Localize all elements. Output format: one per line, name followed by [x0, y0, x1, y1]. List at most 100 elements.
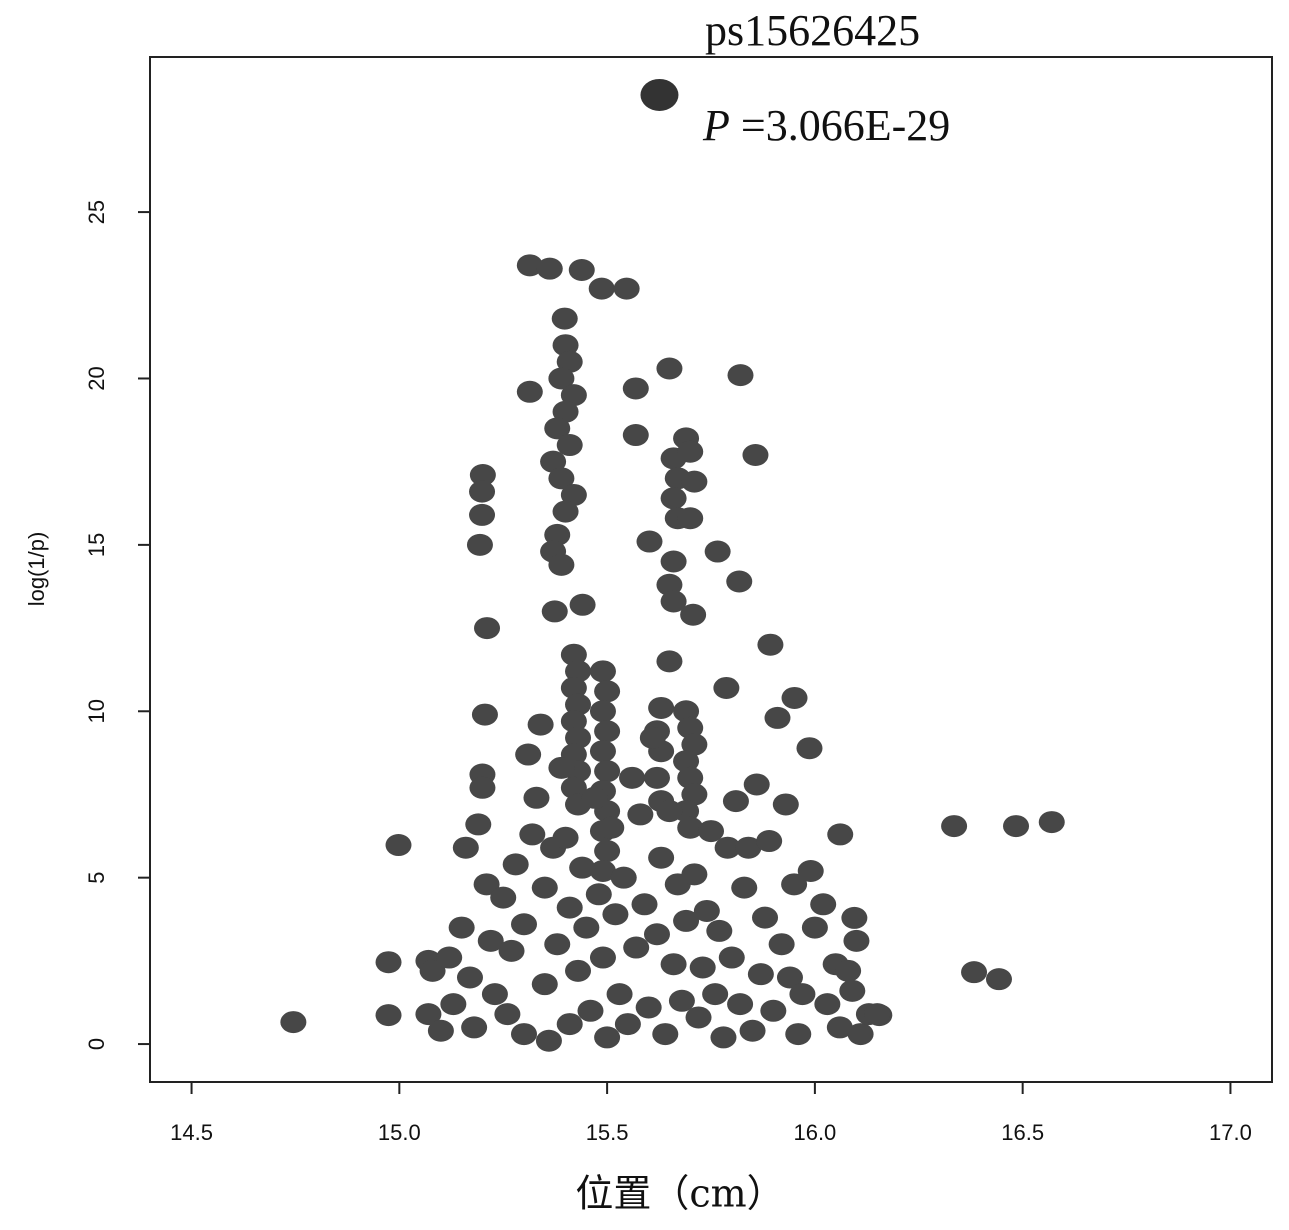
point	[473, 873, 500, 896]
point	[436, 946, 463, 969]
point	[768, 933, 795, 956]
point	[544, 523, 571, 546]
point	[735, 836, 762, 859]
point	[516, 380, 543, 403]
y-tick-label: 5	[84, 872, 109, 884]
point	[1038, 811, 1065, 834]
point	[589, 946, 616, 969]
point	[466, 533, 493, 556]
point	[668, 989, 695, 1012]
point	[573, 916, 600, 939]
point	[726, 570, 753, 593]
point	[568, 258, 595, 281]
point	[797, 860, 824, 883]
point	[516, 254, 543, 277]
x-tick-label: 16.0	[793, 1120, 836, 1145]
point	[706, 919, 733, 942]
point	[502, 853, 529, 876]
point	[704, 540, 731, 563]
point	[541, 600, 568, 623]
point	[635, 996, 662, 1019]
point	[469, 463, 496, 486]
point	[961, 961, 988, 984]
annotation-value: =3.066E-29	[730, 101, 950, 150]
point	[731, 876, 758, 899]
point	[419, 959, 446, 982]
point	[594, 760, 621, 783]
point	[552, 400, 579, 423]
point	[589, 660, 616, 683]
point	[375, 951, 402, 974]
point	[560, 776, 587, 799]
point	[569, 856, 596, 879]
point	[531, 876, 558, 899]
point	[772, 793, 799, 816]
point	[280, 1011, 307, 1034]
point	[448, 916, 475, 939]
point	[440, 993, 467, 1016]
point	[681, 470, 708, 493]
point	[602, 903, 629, 926]
point	[656, 650, 683, 673]
point	[610, 866, 637, 889]
point	[677, 440, 704, 463]
point	[577, 999, 604, 1022]
point	[781, 686, 808, 709]
point	[606, 983, 633, 1006]
point	[548, 467, 575, 490]
point	[702, 983, 729, 1006]
point	[673, 750, 700, 773]
point	[681, 733, 708, 756]
point	[523, 786, 550, 809]
point	[714, 836, 741, 859]
x-tick-label: 16.5	[1001, 1120, 1044, 1145]
point	[536, 257, 563, 280]
point	[494, 1003, 521, 1026]
point	[471, 703, 498, 726]
point	[760, 999, 787, 1022]
point	[656, 800, 683, 823]
point	[589, 700, 616, 723]
point	[841, 906, 868, 929]
annotation-p: P	[702, 101, 730, 150]
point	[660, 953, 687, 976]
point	[560, 483, 587, 506]
point	[613, 277, 640, 300]
point	[477, 929, 504, 952]
point	[556, 350, 583, 373]
point	[560, 710, 587, 733]
point	[660, 590, 687, 613]
point	[677, 766, 704, 789]
x-tick-label: 14.5	[170, 1120, 213, 1145]
point	[511, 913, 537, 936]
x-tick-label: 17.0	[1209, 1120, 1252, 1145]
point	[864, 1003, 891, 1026]
point	[560, 384, 587, 407]
point	[648, 846, 675, 869]
point	[636, 530, 663, 553]
point	[680, 603, 707, 626]
point	[556, 1013, 583, 1036]
point	[743, 773, 770, 796]
point	[847, 1023, 874, 1046]
point	[698, 820, 724, 843]
point	[622, 377, 649, 400]
y-tick-label: 0	[84, 1038, 109, 1050]
point	[456, 966, 483, 989]
point	[757, 633, 784, 656]
point	[693, 899, 720, 922]
point	[622, 424, 649, 447]
point	[569, 593, 596, 616]
point	[598, 816, 625, 839]
point	[385, 834, 412, 857]
point	[375, 1004, 402, 1027]
point	[643, 923, 670, 946]
point	[785, 1023, 812, 1046]
point	[839, 979, 866, 1002]
point	[796, 737, 823, 760]
point	[551, 307, 578, 330]
point	[681, 863, 708, 886]
point	[710, 1026, 737, 1049]
point	[660, 487, 687, 510]
